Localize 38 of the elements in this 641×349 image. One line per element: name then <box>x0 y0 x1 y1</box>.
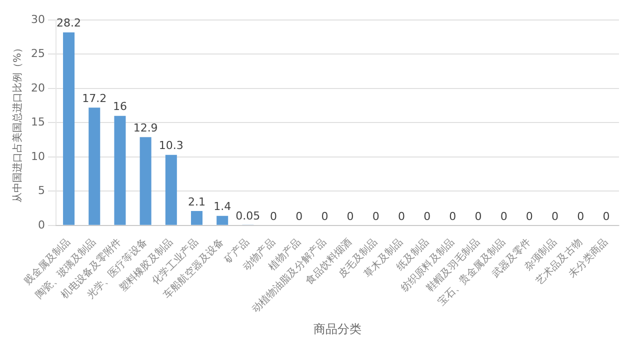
data-label: 0.05 <box>236 209 260 222</box>
data-label: 0 <box>346 210 354 223</box>
bar <box>63 32 75 225</box>
data-label: 0 <box>449 210 456 223</box>
data-label: 0 <box>296 210 303 223</box>
data-label: 0 <box>424 210 431 223</box>
data-label: 1.4 <box>214 200 232 214</box>
data-label: 0 <box>526 210 533 223</box>
y-tick-label: 10 <box>30 150 45 163</box>
data-label: 10.3 <box>158 139 184 152</box>
y-tick-label: 15 <box>30 116 45 129</box>
data-label: 0 <box>321 210 328 223</box>
data-label: 2.1 <box>188 195 206 208</box>
y-tick-label: 5 <box>38 184 45 198</box>
data-label: 0 <box>500 210 508 223</box>
bar <box>216 216 228 225</box>
data-label: 0 <box>398 210 405 223</box>
y-tick-label: 20 <box>30 81 45 94</box>
bar <box>190 211 203 225</box>
data-label: 0 <box>372 210 380 223</box>
data-label: 0 <box>270 210 278 223</box>
data-label: 0 <box>552 210 559 223</box>
data-label: 12.9 <box>133 121 158 134</box>
data-label: 0 <box>602 210 610 223</box>
data-label: 28.2 <box>56 16 82 30</box>
bar <box>88 108 100 225</box>
data-label: 17.2 <box>82 92 107 105</box>
y-tick-label: 0 <box>38 218 45 232</box>
y-tick-label: 30 <box>30 12 45 26</box>
bar <box>140 137 152 225</box>
y-tick-label: 25 <box>30 47 45 60</box>
bar <box>165 154 177 225</box>
bar <box>114 116 126 225</box>
data-label: 0 <box>474 210 482 223</box>
y-axis-title: 从中国进口占美国总进口比例（%） <box>12 42 24 202</box>
data-label: 16 <box>112 100 127 114</box>
data-label: 0 <box>577 210 584 223</box>
x-axis-title: 商品分类 <box>314 322 362 336</box>
